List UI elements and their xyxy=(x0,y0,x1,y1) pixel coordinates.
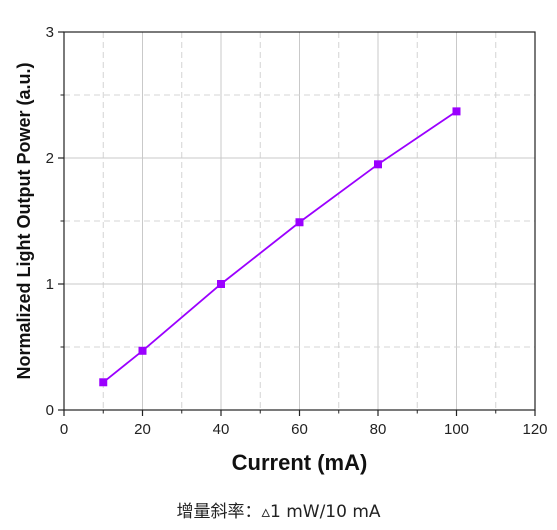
line-chart: 0 20 40 60 80 100 120 0 1 2 3 Current (mA) Normali… xyxy=(14,24,548,475)
caption: 增量斜率：▵1 mW/10 mA xyxy=(176,502,381,522)
data-point xyxy=(217,280,225,288)
series-line xyxy=(102,110,458,383)
x-tick-label: 80 xyxy=(370,421,387,438)
x-tick-label: 20 xyxy=(134,421,151,438)
x-tick-label: 100 xyxy=(444,421,469,438)
tick-labels: 0 20 40 60 80 100 120 0 1 2 3 xyxy=(46,24,548,438)
series-layer xyxy=(99,107,461,387)
y-tick-label: 3 xyxy=(46,24,54,41)
y-tick-label: 1 xyxy=(46,276,54,293)
x-tick-label: 120 xyxy=(522,421,547,438)
y-tick-label: 0 xyxy=(46,402,54,419)
axis-ticks xyxy=(58,31,536,416)
y-tick-label: 2 xyxy=(46,150,54,167)
y-axis-title: Normalized Light Output Power (a.u.) xyxy=(14,62,34,379)
x-tick-label: 0 xyxy=(60,421,68,438)
x-tick-label: 60 xyxy=(291,421,308,438)
gridlines xyxy=(64,32,535,410)
data-point xyxy=(374,160,382,169)
data-point xyxy=(295,218,304,227)
data-point xyxy=(452,107,461,116)
data-point xyxy=(138,346,147,355)
x-axis-title: Current (mA) xyxy=(232,450,368,475)
data-point xyxy=(99,378,108,387)
x-tick-label: 40 xyxy=(213,421,230,438)
